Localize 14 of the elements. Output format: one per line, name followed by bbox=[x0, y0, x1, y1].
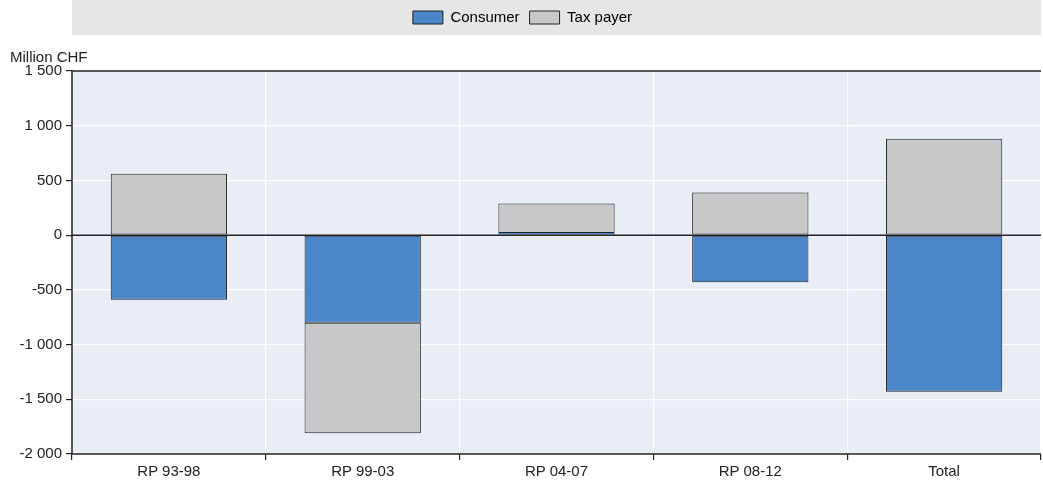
y-tick-label: 1 000 bbox=[24, 115, 62, 133]
y-tick-label: 500 bbox=[36, 170, 62, 188]
y-tick-label: -1 000 bbox=[19, 334, 62, 352]
legend-label: Tax payer bbox=[567, 7, 633, 25]
x-tick-label: Total bbox=[928, 462, 960, 480]
x-tick-label: RP 93-98 bbox=[137, 462, 201, 480]
x-tick-label: RP 99-03 bbox=[331, 462, 395, 480]
x-tick-label: RP 04-07 bbox=[524, 462, 589, 480]
y-tick-label: -1 500 bbox=[19, 389, 62, 407]
y-tick-label: 0 bbox=[53, 225, 62, 243]
y-tick-label: -2 000 bbox=[19, 444, 62, 462]
y-tick-label: -500 bbox=[31, 280, 62, 297]
legend-label: Consumer bbox=[450, 7, 520, 25]
x-tick-label: RP 08-12 bbox=[718, 462, 782, 480]
